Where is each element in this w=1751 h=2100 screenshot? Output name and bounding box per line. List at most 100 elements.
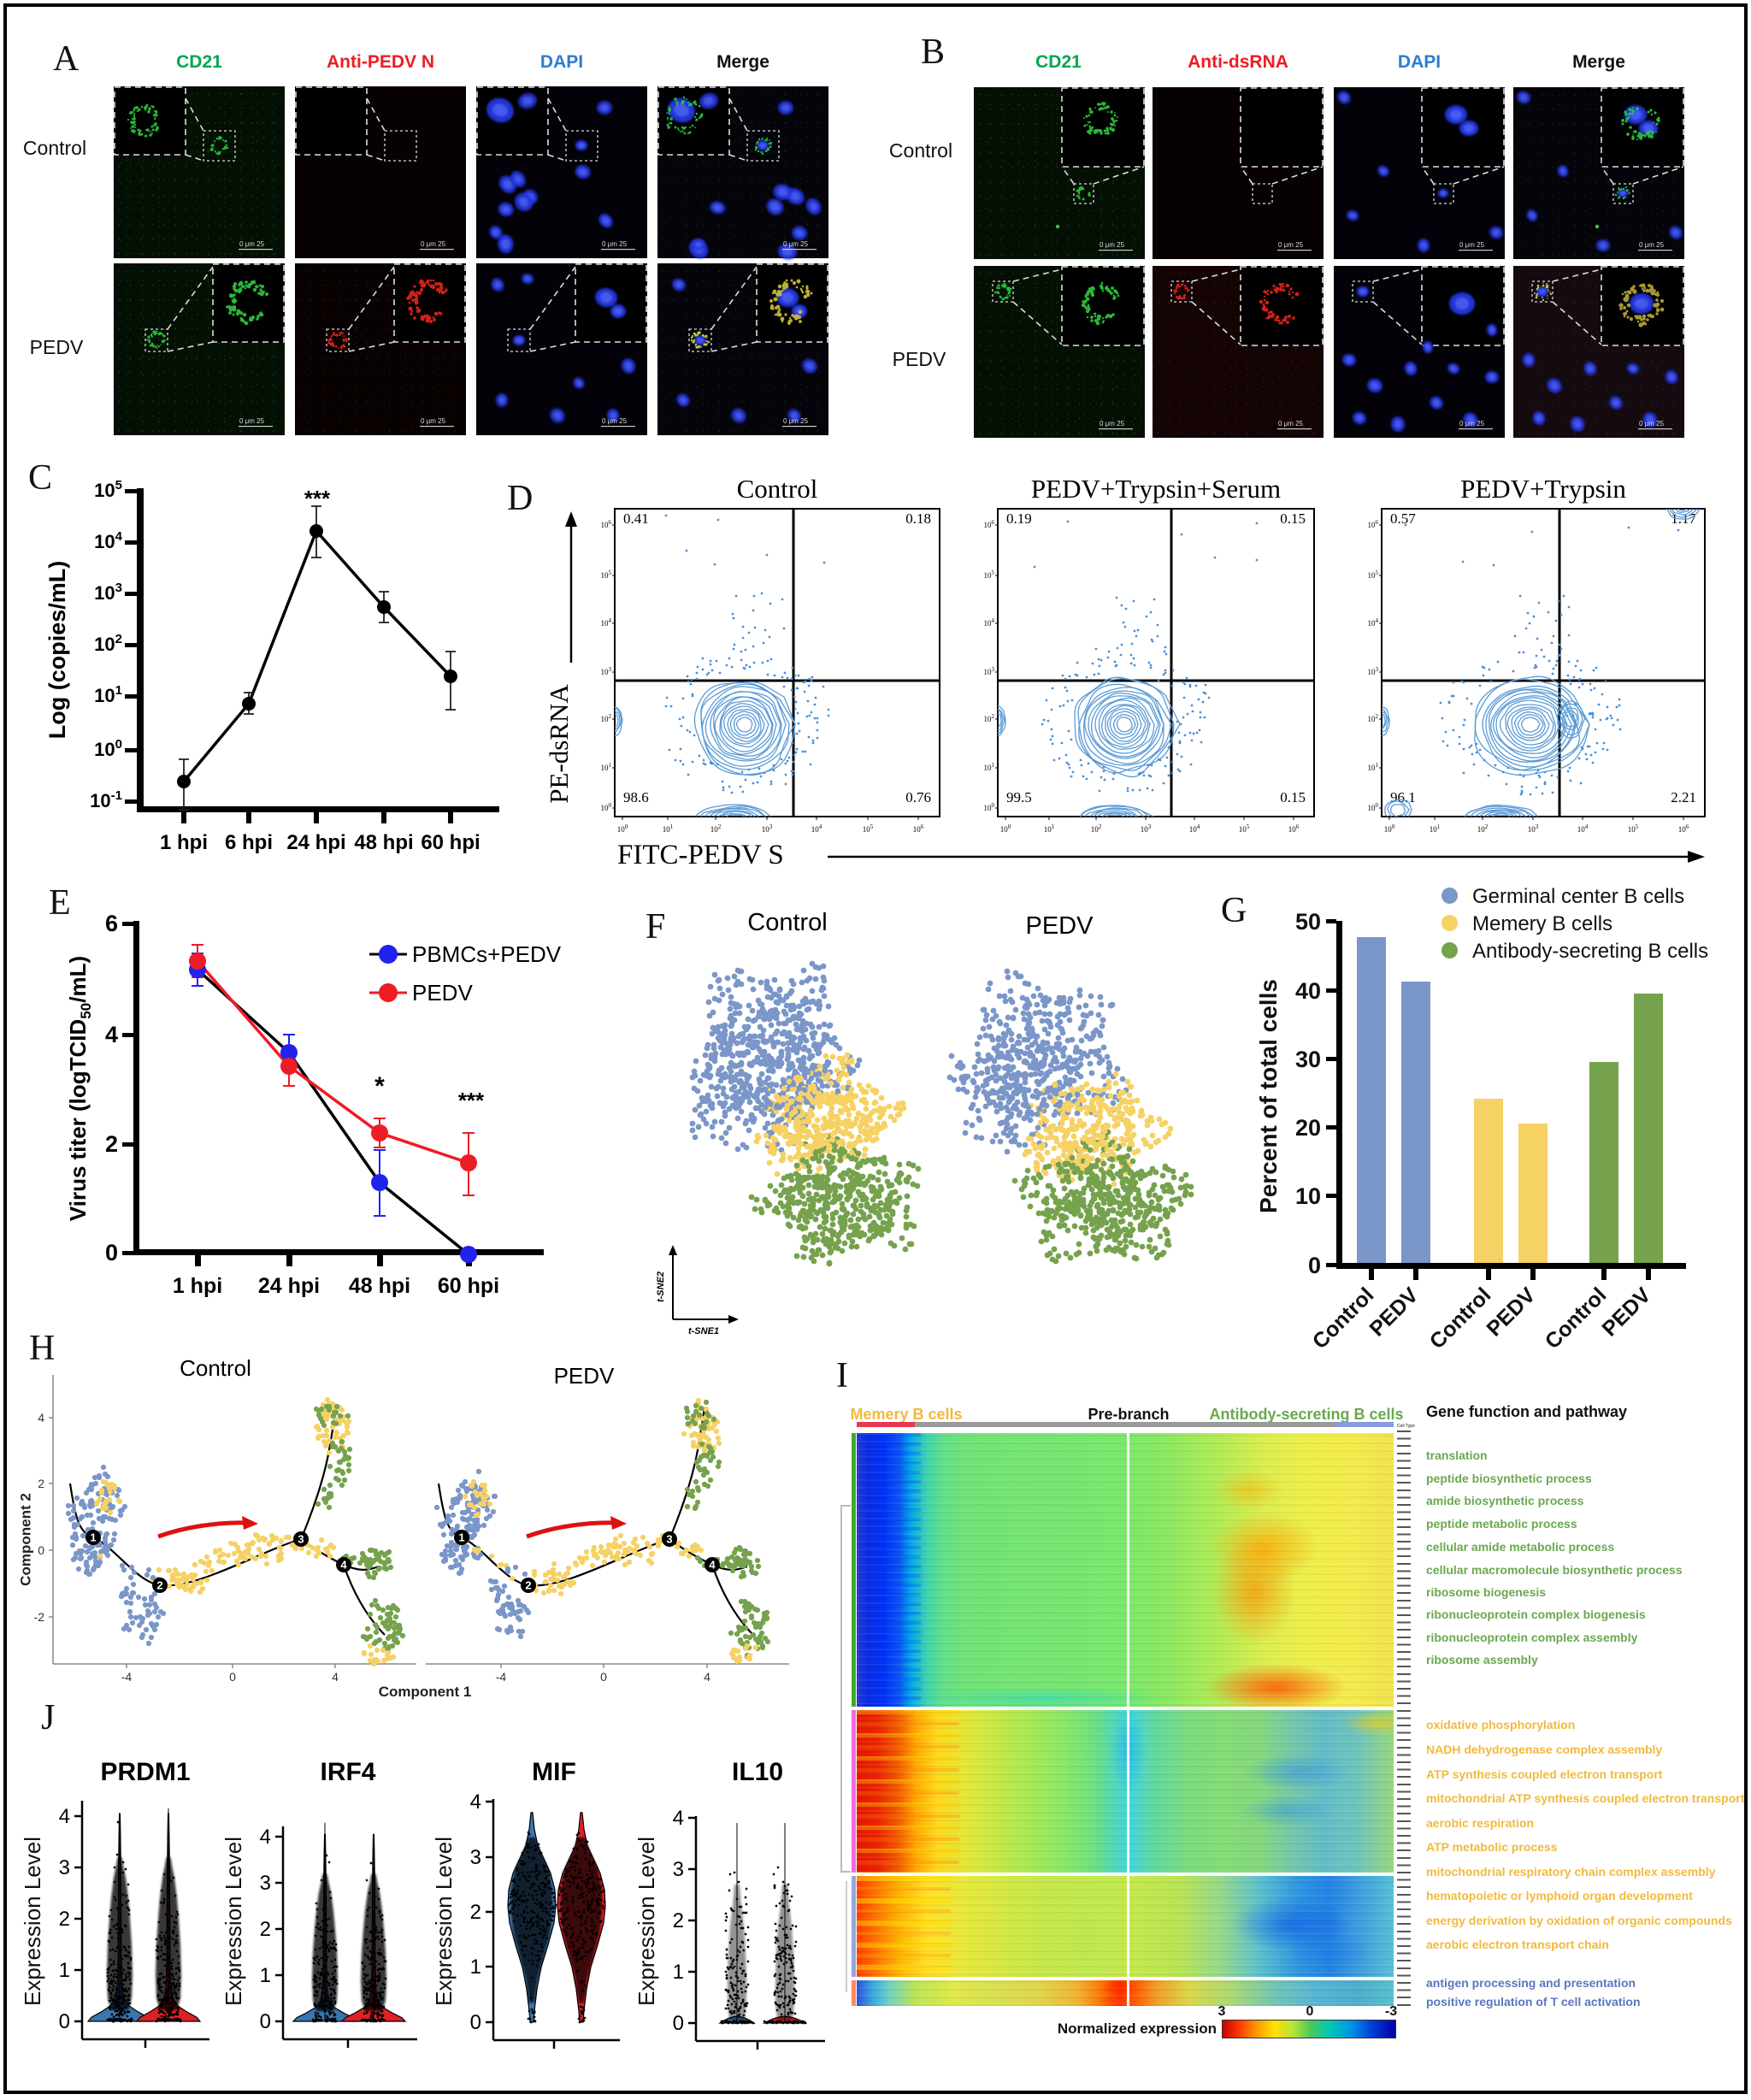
svg-text:0 μm 25: 0 μm 25 xyxy=(783,240,809,248)
svg-text:104: 104 xyxy=(94,529,122,552)
svg-text:6: 6 xyxy=(105,911,118,936)
svg-text:0: 0 xyxy=(600,1670,607,1684)
svg-text:102: 102 xyxy=(1091,823,1102,834)
svg-text:24 hpi: 24 hpi xyxy=(258,1274,320,1298)
svg-text:10-1: 10-1 xyxy=(90,788,122,811)
svg-text:PEDV: PEDV xyxy=(412,980,473,1006)
svg-text:102: 102 xyxy=(94,632,122,655)
svg-text:102: 102 xyxy=(1477,823,1489,834)
svg-text:101: 101 xyxy=(94,683,122,706)
svg-text:1 hpi: 1 hpi xyxy=(173,1274,222,1298)
svg-text:48 hpi: 48 hpi xyxy=(354,831,413,854)
svg-text:1 hpi: 1 hpi xyxy=(160,831,208,854)
svg-text:0 μm 25: 0 μm 25 xyxy=(239,240,265,248)
svg-text:105: 105 xyxy=(863,823,874,834)
svg-text:0 μm 25: 0 μm 25 xyxy=(602,240,628,248)
svg-text:PEDV+Trypsin: PEDV+Trypsin xyxy=(1460,474,1626,504)
svg-text:24 hpi: 24 hpi xyxy=(286,831,345,854)
svg-text:PE-dsRNA: PE-dsRNA xyxy=(544,684,574,804)
svg-text:104: 104 xyxy=(601,617,612,628)
svg-text:0 μm 25: 0 μm 25 xyxy=(1100,420,1125,428)
svg-text:0 μm 25: 0 μm 25 xyxy=(1459,241,1485,249)
svg-text:106: 106 xyxy=(1288,823,1300,834)
svg-text:-4: -4 xyxy=(121,1670,133,1684)
svg-text:103: 103 xyxy=(762,823,773,834)
svg-text:*: * xyxy=(374,1072,385,1100)
svg-text:0 μm 25: 0 μm 25 xyxy=(1100,241,1125,249)
svg-text:103: 103 xyxy=(1368,666,1379,676)
svg-text:0 μm 25: 0 μm 25 xyxy=(1639,241,1665,249)
svg-text:100: 100 xyxy=(601,802,612,812)
svg-text:t-SNE1: t-SNE1 xyxy=(688,1326,719,1336)
svg-text:0.41: 0.41 xyxy=(623,510,649,527)
svg-text:4: 4 xyxy=(704,1670,710,1684)
svg-text:Component 1: Component 1 xyxy=(379,1684,472,1700)
svg-text:99.5: 99.5 xyxy=(1006,789,1032,805)
svg-text:101: 101 xyxy=(1430,823,1441,834)
svg-text:102: 102 xyxy=(601,713,612,723)
svg-text:104: 104 xyxy=(1368,617,1379,628)
svg-text:106: 106 xyxy=(984,519,995,529)
svg-text:***: *** xyxy=(304,486,331,511)
svg-text:0 μm 25: 0 μm 25 xyxy=(1639,420,1665,428)
svg-text:0 μm 25: 0 μm 25 xyxy=(421,240,446,248)
svg-text:100: 100 xyxy=(1000,823,1011,834)
svg-text:0.57: 0.57 xyxy=(1390,510,1416,527)
svg-text:103: 103 xyxy=(1528,823,1539,834)
svg-text:106: 106 xyxy=(1368,519,1379,529)
svg-text:Control: Control xyxy=(737,474,818,504)
svg-text:60 hpi: 60 hpi xyxy=(438,1274,499,1298)
svg-text:60 hpi: 60 hpi xyxy=(421,831,480,854)
svg-text:0.15: 0.15 xyxy=(1280,789,1306,805)
svg-text:Log (copies/mL): Log (copies/mL) xyxy=(44,561,70,740)
svg-text:4: 4 xyxy=(105,1022,118,1047)
svg-text:0 μm 25: 0 μm 25 xyxy=(239,417,265,425)
svg-text:103: 103 xyxy=(1141,823,1152,834)
svg-text:106: 106 xyxy=(601,519,612,529)
svg-text:0.15: 0.15 xyxy=(1280,510,1306,527)
svg-text:Control: Control xyxy=(747,909,828,936)
svg-text:100: 100 xyxy=(1384,823,1395,834)
svg-text:105: 105 xyxy=(601,569,612,580)
svg-text:105: 105 xyxy=(984,569,995,580)
svg-text:105: 105 xyxy=(1239,823,1250,834)
svg-text:4: 4 xyxy=(38,1411,44,1425)
svg-text:0 μm 25: 0 μm 25 xyxy=(602,417,628,425)
svg-text:48 hpi: 48 hpi xyxy=(349,1274,410,1298)
svg-text:103: 103 xyxy=(601,666,612,676)
svg-text:2.21: 2.21 xyxy=(1671,789,1696,805)
svg-text:98.6: 98.6 xyxy=(623,789,649,805)
svg-text:0 μm 25: 0 μm 25 xyxy=(421,417,446,425)
svg-text:106: 106 xyxy=(913,823,924,834)
svg-text:PBMCs+PEDV: PBMCs+PEDV xyxy=(412,941,562,967)
svg-text:2: 2 xyxy=(38,1477,44,1490)
svg-text:101: 101 xyxy=(601,762,612,772)
svg-text:0.18: 0.18 xyxy=(905,510,931,527)
svg-text:106: 106 xyxy=(1678,823,1689,834)
svg-text:100: 100 xyxy=(984,802,995,812)
svg-text:101: 101 xyxy=(984,762,995,772)
svg-text:102: 102 xyxy=(710,823,722,834)
svg-text:0.76: 0.76 xyxy=(905,789,931,805)
svg-text:0 μm 25: 0 μm 25 xyxy=(1278,420,1304,428)
svg-text:-4: -4 xyxy=(496,1670,507,1684)
svg-text:0 μm 25: 0 μm 25 xyxy=(783,417,809,425)
svg-text:-2: -2 xyxy=(34,1610,45,1624)
svg-text:105: 105 xyxy=(1628,823,1639,834)
svg-text:104: 104 xyxy=(984,617,995,628)
svg-text:105: 105 xyxy=(1368,569,1379,580)
svg-text:Control: Control xyxy=(180,1355,251,1381)
svg-text:100: 100 xyxy=(94,737,122,760)
svg-text:4: 4 xyxy=(332,1670,339,1684)
svg-text:103: 103 xyxy=(984,666,995,676)
svg-text:103: 103 xyxy=(94,581,122,604)
svg-text:FITC-PEDV S: FITC-PEDV S xyxy=(617,840,784,870)
svg-text:6 hpi: 6 hpi xyxy=(225,831,273,854)
svg-text:0: 0 xyxy=(105,1240,118,1265)
svg-text:Virus titer (logTCID50/mL): Virus titer (logTCID50/mL) xyxy=(65,956,94,1221)
svg-text:104: 104 xyxy=(1189,823,1200,834)
svg-text:0 μm 25: 0 μm 25 xyxy=(1278,241,1304,249)
svg-text:0 μm 25: 0 μm 25 xyxy=(1459,420,1485,428)
svg-text:0: 0 xyxy=(38,1543,44,1557)
svg-text:105: 105 xyxy=(94,478,122,501)
